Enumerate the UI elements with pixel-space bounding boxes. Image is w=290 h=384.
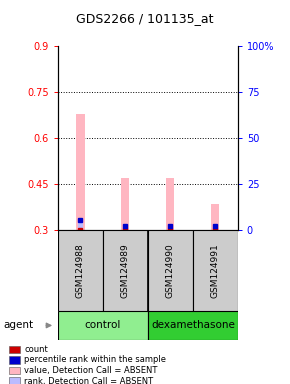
- Text: count: count: [24, 345, 48, 354]
- Text: GDS2266 / 101135_at: GDS2266 / 101135_at: [76, 12, 214, 25]
- Text: dexamethasone: dexamethasone: [151, 320, 235, 331]
- Bar: [166, 178, 174, 230]
- Bar: [58, 311, 148, 340]
- Bar: [123, 226, 128, 230]
- Bar: [122, 178, 129, 230]
- Text: control: control: [85, 320, 121, 331]
- Text: GSM124990: GSM124990: [166, 243, 175, 298]
- Bar: [213, 226, 218, 230]
- Bar: [148, 230, 193, 311]
- Bar: [9, 367, 20, 374]
- Bar: [78, 218, 83, 230]
- Bar: [211, 204, 219, 230]
- Bar: [168, 226, 173, 230]
- Text: GSM124991: GSM124991: [211, 243, 220, 298]
- Text: rank, Detection Call = ABSENT: rank, Detection Call = ABSENT: [24, 377, 154, 384]
- Bar: [58, 230, 103, 311]
- Text: agent: agent: [3, 320, 33, 331]
- Bar: [9, 346, 20, 353]
- Bar: [9, 377, 20, 384]
- Bar: [103, 230, 148, 311]
- Text: GSM124988: GSM124988: [76, 243, 85, 298]
- Bar: [9, 356, 20, 364]
- Text: GSM124989: GSM124989: [121, 243, 130, 298]
- Bar: [193, 230, 238, 311]
- Text: value, Detection Call = ABSENT: value, Detection Call = ABSENT: [24, 366, 158, 375]
- Text: percentile rank within the sample: percentile rank within the sample: [24, 356, 166, 364]
- Bar: [77, 114, 84, 230]
- Bar: [148, 311, 238, 340]
